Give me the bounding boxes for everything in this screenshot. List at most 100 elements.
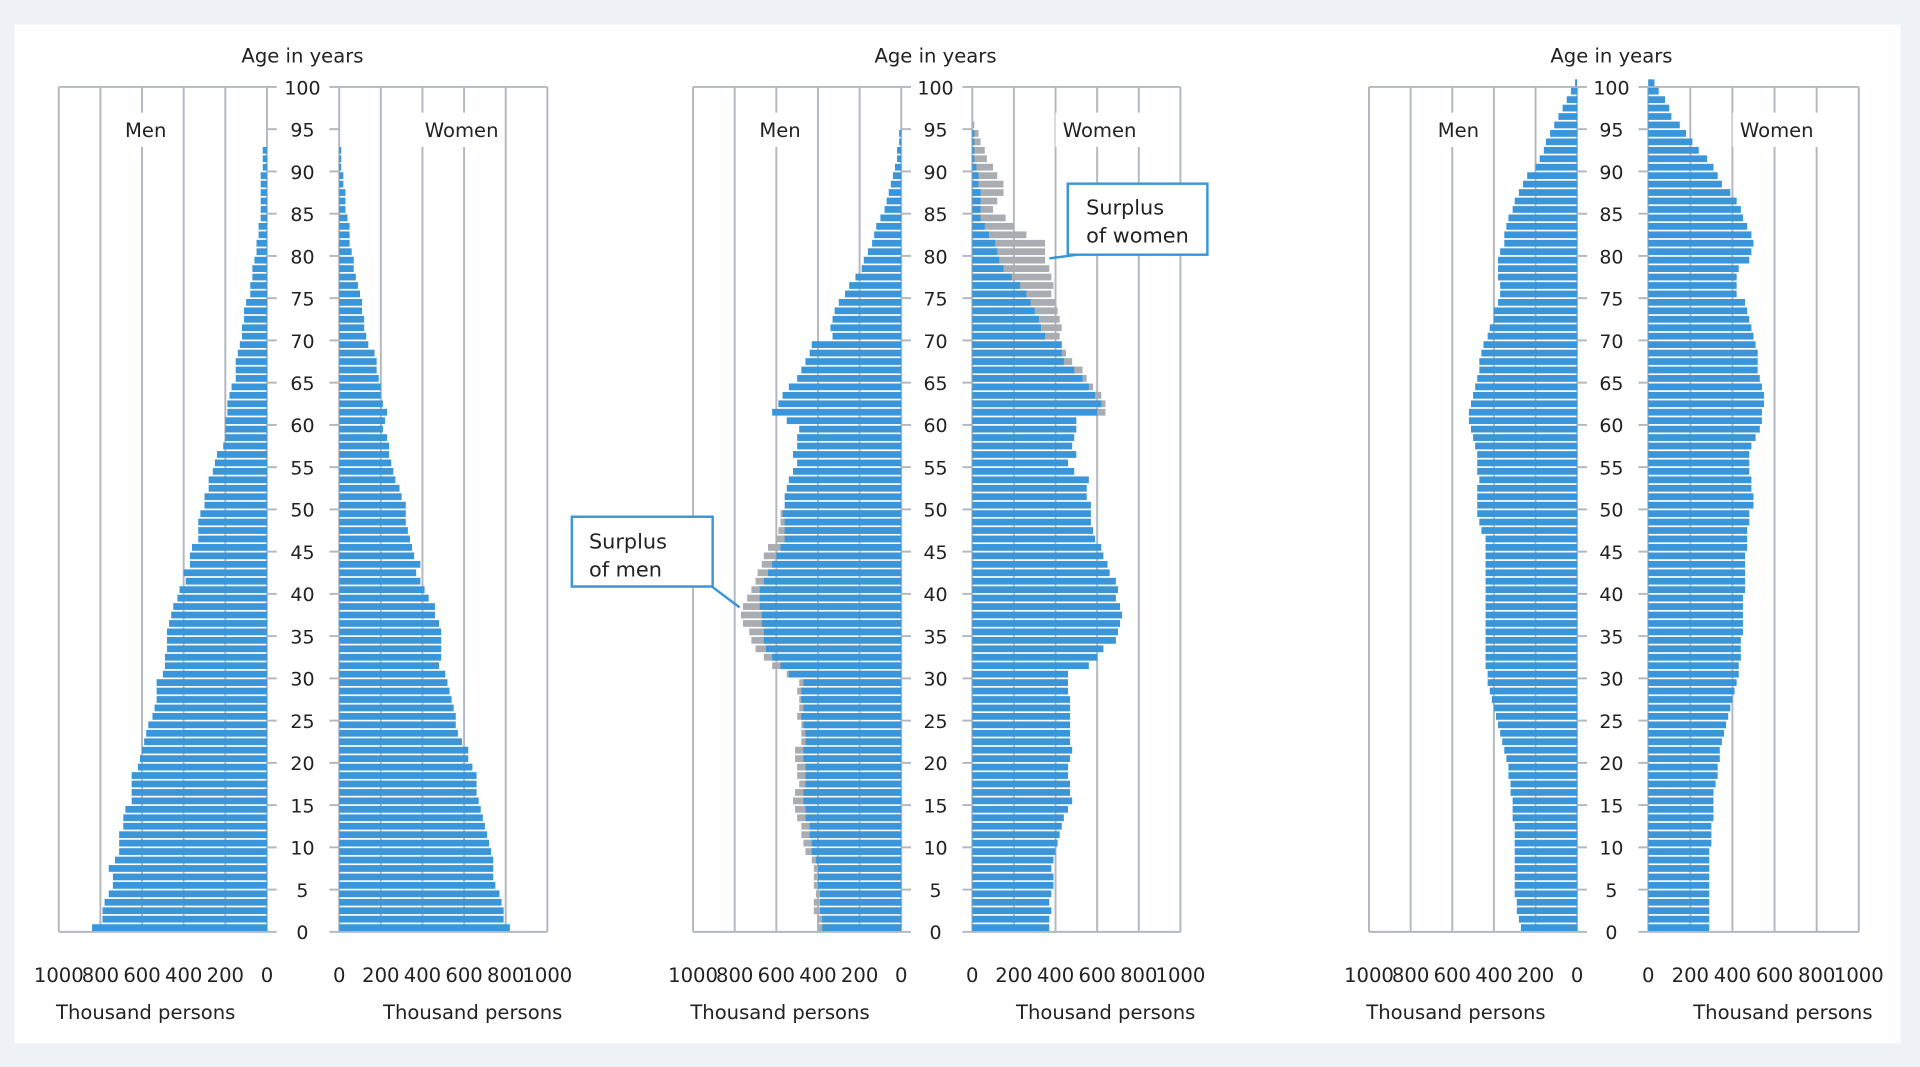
men-bar [1493, 315, 1578, 323]
men-bar [1508, 214, 1578, 222]
men-bar [225, 425, 267, 433]
women-bar [1648, 763, 1718, 771]
women-bar [972, 662, 1089, 670]
women-bar [1648, 138, 1693, 146]
x-tick-label-women: 600 [1078, 964, 1115, 987]
men-bar [223, 442, 267, 450]
women-bar [1648, 163, 1714, 171]
x-tick-label-men: 400 [165, 964, 202, 987]
men-bar [1479, 366, 1578, 374]
men-bar [888, 189, 902, 196]
men-bar [1575, 79, 1578, 87]
surplus-women-bar [972, 222, 1014, 230]
women-bar [972, 772, 1069, 779]
women-bar [339, 222, 350, 230]
men-bar [1504, 231, 1578, 239]
age-tick-label: 40 [923, 584, 947, 606]
women-bar [339, 831, 487, 839]
women-bar [1648, 865, 1710, 872]
men-bar [768, 569, 902, 577]
women-bar [1648, 797, 1714, 805]
x-tick-label-men: 200 [207, 964, 244, 987]
age-tick-label: 70 [923, 331, 947, 353]
men-bar [262, 163, 267, 171]
men-bar [797, 442, 902, 450]
men-bar [179, 586, 267, 594]
men-bar [1485, 603, 1578, 610]
age-tick-label: 40 [290, 584, 314, 606]
age-tick-label: 35 [1599, 626, 1623, 648]
men-bar [1514, 197, 1578, 205]
men-bar [805, 772, 902, 779]
men-bar [254, 256, 267, 264]
men-bar [1489, 687, 1578, 695]
women-bar [339, 721, 456, 729]
men-bar [225, 417, 267, 425]
men-bar [1477, 451, 1578, 458]
women-bar [1648, 915, 1710, 923]
men-bar [1514, 881, 1578, 889]
women-bar [972, 653, 1098, 661]
men-bar [260, 197, 267, 205]
women-bar [339, 434, 388, 441]
women-bar [1648, 881, 1710, 889]
men-bar [803, 679, 902, 686]
men-bar [1516, 907, 1578, 915]
women-bar [972, 881, 1054, 889]
women-bar [1648, 594, 1743, 602]
women-bar [972, 636, 1116, 644]
men-bar [1487, 670, 1578, 678]
men-bar [1485, 628, 1578, 636]
men-bar [1554, 121, 1578, 129]
men-bar [772, 408, 902, 416]
men-bar [1489, 324, 1578, 332]
men-bar [820, 907, 902, 915]
men-bar [244, 307, 267, 315]
men-bar [1485, 544, 1578, 551]
men-bar [1473, 391, 1578, 399]
men-bar [156, 687, 267, 695]
men-bar [1535, 163, 1578, 171]
women-bar [972, 155, 975, 163]
x-tick-label-women: 1000 [522, 964, 572, 987]
women-label: Women [1063, 119, 1137, 142]
x-tick-label-men: 600 [123, 964, 160, 987]
age-tick-label: 45 [290, 542, 314, 564]
x-tick-label-men: 200 [841, 964, 878, 987]
men-bar [216, 451, 267, 458]
women-bar [972, 307, 1035, 315]
women-bar [972, 865, 1052, 872]
men-bar [797, 434, 902, 441]
women-bar [1648, 679, 1737, 686]
men-bar [148, 721, 267, 729]
women-bar [1648, 349, 1758, 357]
women-bar [972, 611, 1123, 619]
callout-box [1066, 182, 1209, 256]
women-bar [972, 130, 975, 137]
women-bar [1648, 822, 1712, 830]
x-tick-label-men: 200 [1517, 964, 1554, 987]
men-bar [167, 645, 267, 653]
age-tick-label: 15 [290, 795, 314, 817]
women-bar [1648, 636, 1741, 644]
age-tick-label: 90 [1599, 162, 1623, 184]
women-bar [972, 535, 1096, 543]
women-bar [1648, 713, 1729, 720]
women-bar [339, 848, 492, 855]
women-bar [339, 172, 344, 180]
women-bar [972, 527, 1093, 534]
women-bar [1648, 417, 1762, 425]
men-bar [198, 518, 267, 526]
women-bar [339, 256, 354, 264]
women-bar [972, 425, 1077, 433]
surplus-women-bar [972, 138, 981, 146]
women-bar [339, 349, 375, 357]
men-bar [788, 476, 902, 484]
men-bar [890, 180, 902, 188]
men-bar [1543, 146, 1578, 154]
x-tick-label-men: 800 [716, 964, 753, 987]
women-bar [972, 163, 977, 171]
men-bar [260, 172, 267, 180]
men-bar [1500, 282, 1578, 289]
